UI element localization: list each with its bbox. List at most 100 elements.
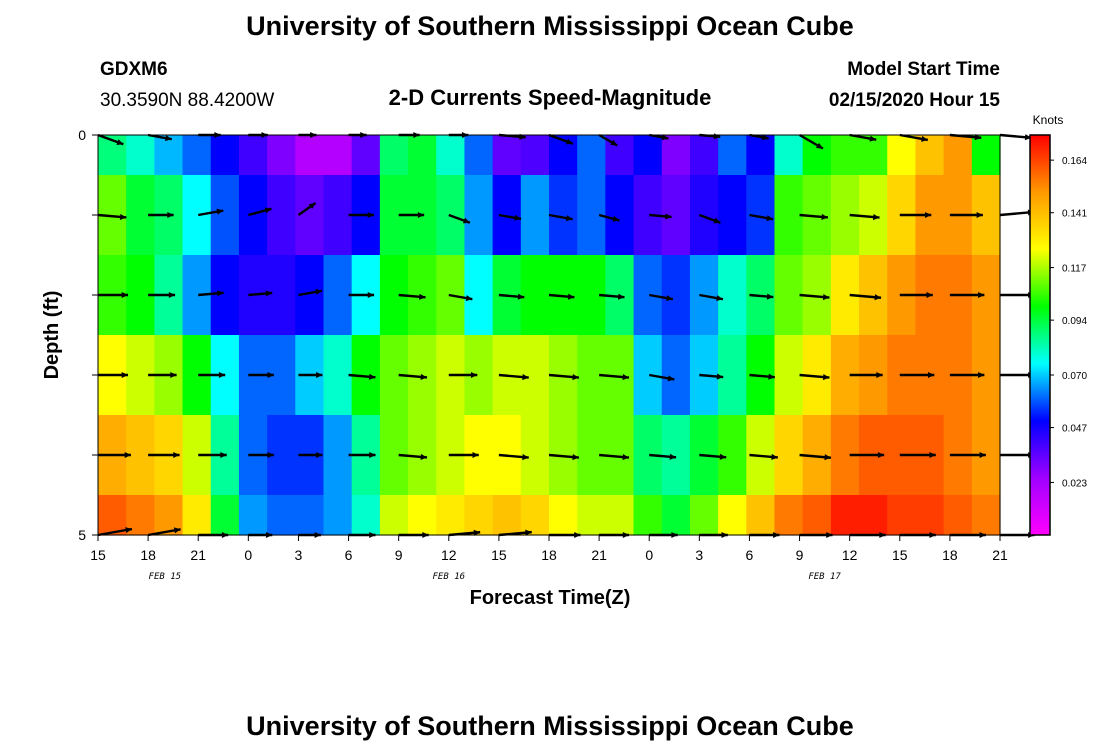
heatmap-cell bbox=[267, 495, 296, 536]
vector-head bbox=[514, 214, 522, 221]
current-vector-arrow bbox=[949, 211, 983, 219]
heatmap-cell bbox=[323, 255, 353, 336]
current-vector-arrow bbox=[749, 293, 774, 300]
heatmap-cell bbox=[351, 135, 381, 176]
vector-head bbox=[217, 290, 224, 297]
current-vector-arrow bbox=[448, 371, 478, 379]
current-vector-arrow bbox=[949, 371, 985, 379]
vector-head bbox=[125, 527, 132, 534]
current-vector-arrow bbox=[98, 371, 128, 379]
vector-head bbox=[419, 293, 426, 300]
current-vector-arrow bbox=[849, 293, 882, 301]
vector-head bbox=[522, 374, 529, 381]
heatmap-cell bbox=[661, 335, 691, 416]
current-vector-arrow bbox=[297, 201, 317, 216]
current-vector-arrow bbox=[248, 371, 274, 379]
current-vector-arrow bbox=[148, 291, 176, 299]
colorbar-tick-label: 0.047 bbox=[1062, 424, 1087, 435]
colorbar-unit-label: Knots bbox=[1033, 113, 1064, 127]
heatmap-cell bbox=[323, 495, 353, 536]
vector-head bbox=[473, 529, 481, 536]
vector-head bbox=[1024, 134, 1032, 141]
heatmap-cell bbox=[943, 495, 973, 536]
heatmap-cell bbox=[464, 255, 494, 336]
heatmap-cell bbox=[774, 335, 804, 416]
heatmap-cell bbox=[379, 135, 409, 176]
current-vector-arrow bbox=[699, 293, 724, 302]
heatmap-cell bbox=[520, 135, 550, 176]
heatmap-cell bbox=[830, 495, 860, 536]
vector-head bbox=[220, 451, 227, 459]
current-vector-arrow bbox=[498, 373, 529, 381]
vector-head bbox=[822, 374, 830, 381]
vector-head bbox=[165, 135, 172, 142]
current-vector-arrow bbox=[198, 451, 227, 459]
heatmap-cell bbox=[774, 495, 804, 536]
x-tick-label: 15 bbox=[491, 547, 507, 563]
colorbar-tick-label: 0.117 bbox=[1062, 264, 1087, 275]
heatmap-cell bbox=[436, 495, 466, 536]
current-vector-arrow bbox=[799, 453, 832, 461]
vector-head bbox=[417, 211, 425, 219]
vector-head bbox=[924, 211, 932, 219]
vector-head bbox=[522, 454, 529, 461]
current-vector-arrow bbox=[899, 133, 929, 142]
current-vector-arrow bbox=[599, 373, 630, 381]
current-vector-arrow bbox=[248, 207, 272, 217]
vector-head bbox=[927, 371, 935, 379]
vector-head bbox=[716, 373, 724, 380]
vector-head bbox=[824, 454, 831, 461]
vector-head bbox=[267, 451, 274, 459]
heatmap-cell bbox=[633, 495, 663, 536]
heatmap-cell bbox=[971, 135, 1001, 176]
current-vector-arrow bbox=[849, 451, 885, 459]
heatmap-cell bbox=[210, 495, 240, 536]
current-vector-arrow bbox=[749, 453, 778, 460]
heatmap-cell bbox=[830, 135, 860, 176]
heatmap-cell bbox=[859, 495, 888, 536]
vector-head bbox=[308, 202, 316, 210]
heatmap-cell bbox=[98, 495, 127, 536]
heatmap-cell bbox=[238, 135, 268, 176]
heatmap-cell bbox=[661, 135, 691, 176]
current-vector-arrow bbox=[598, 213, 620, 222]
vector-head bbox=[462, 217, 470, 224]
current-vector-arrow bbox=[398, 293, 426, 300]
vector-head bbox=[369, 451, 376, 459]
current-vector-arrow bbox=[599, 293, 625, 300]
heatmap-cell bbox=[718, 175, 747, 256]
vector-head bbox=[368, 373, 376, 380]
heatmap-cell bbox=[605, 495, 635, 536]
heatmap-cell bbox=[464, 135, 494, 176]
heatmap-cell bbox=[464, 495, 494, 536]
current-vector-arrow bbox=[899, 451, 936, 459]
current-vector-arrow bbox=[599, 453, 630, 461]
heatmap-cell bbox=[633, 335, 663, 416]
current-vector-arrow bbox=[147, 527, 181, 537]
colorbar-tick-label: 0.023 bbox=[1062, 478, 1087, 489]
x-tick-label: 21 bbox=[190, 547, 206, 563]
heatmap-cell bbox=[351, 495, 381, 536]
heatmap-cell bbox=[520, 415, 550, 496]
main-title: University of Southern Mississippi Ocean… bbox=[246, 11, 854, 41]
colorbar-ticks: 0.164 0.141 0.117 0.094 0.070 0.047 0.023 bbox=[1050, 156, 1087, 489]
x-tick-label: 3 bbox=[695, 547, 703, 563]
x-tick-label: 9 bbox=[395, 547, 403, 563]
vector-head bbox=[420, 373, 428, 380]
x-tick-label: 0 bbox=[244, 547, 252, 563]
vector-head bbox=[822, 294, 830, 301]
current-vector-arrow bbox=[398, 211, 425, 219]
vector-head bbox=[465, 295, 473, 302]
current-vector-arrow bbox=[298, 371, 323, 379]
heatmap-cell bbox=[210, 175, 240, 256]
station-coordinates: 30.3590N 88.4200W bbox=[100, 90, 274, 111]
vector-head bbox=[667, 375, 675, 382]
heatmap-cell bbox=[549, 135, 578, 176]
heatmap-cell bbox=[774, 415, 804, 496]
heatmap-cell bbox=[295, 135, 325, 176]
current-vector-arrow bbox=[849, 371, 883, 379]
heatmap-cell bbox=[887, 495, 917, 536]
current-vector-arrow bbox=[248, 451, 274, 459]
vector-head bbox=[168, 291, 176, 299]
